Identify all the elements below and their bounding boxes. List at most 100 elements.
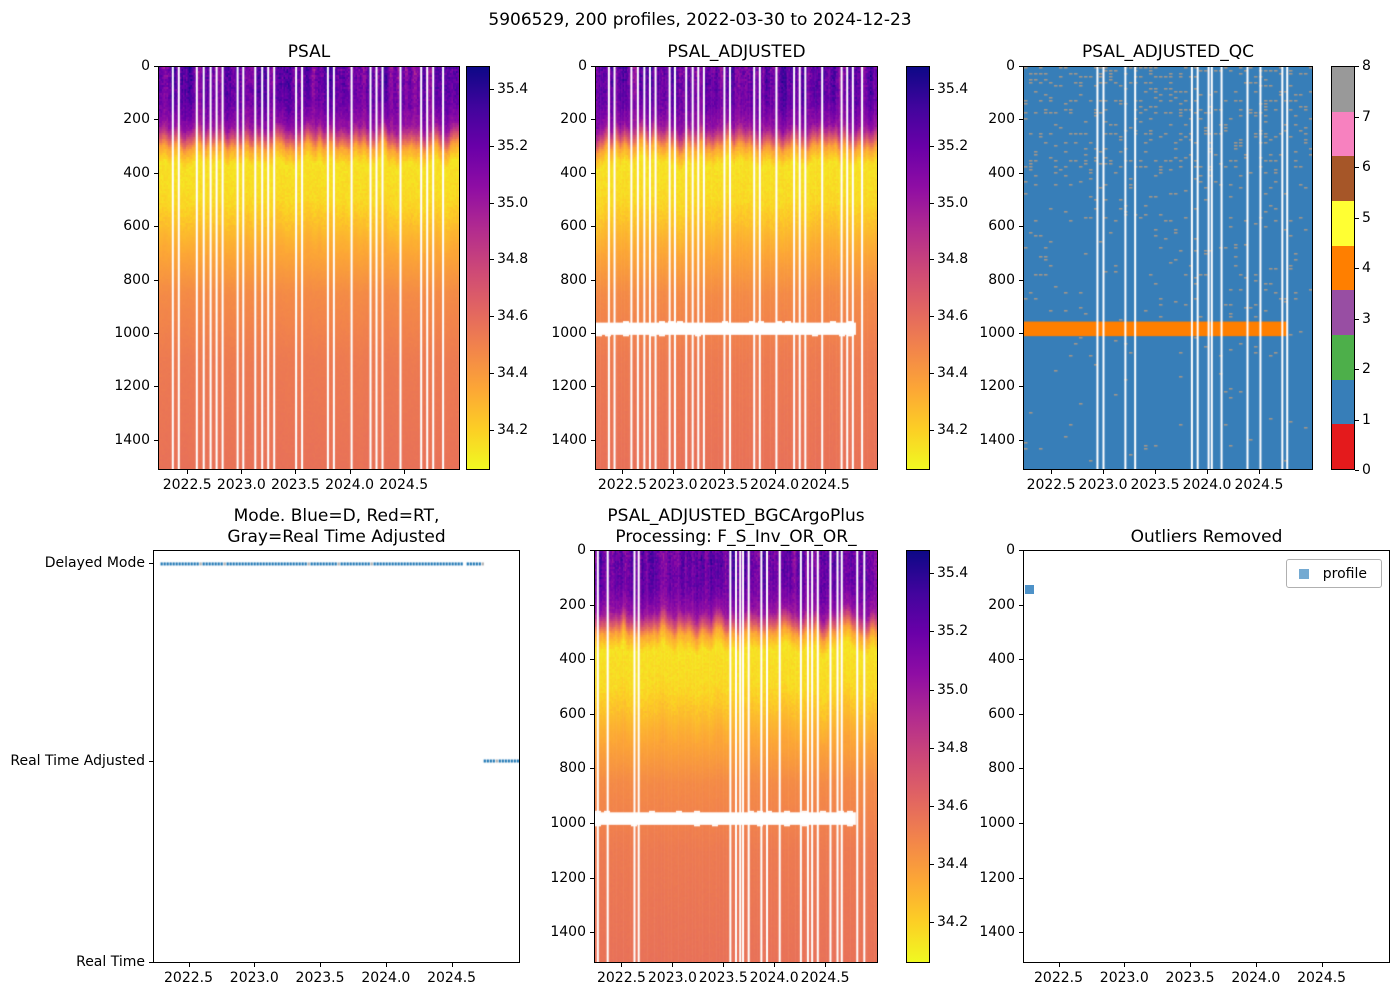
colorbar-tick-mark	[1355, 116, 1359, 118]
colorbar-tick-label: 34.8	[937, 739, 969, 756]
y-tick-label: 0	[1006, 542, 1015, 558]
y-tick-label: 400	[560, 164, 587, 181]
colorbar-tick-mark	[930, 430, 934, 432]
x-tick-mark	[187, 470, 189, 474]
y-tick-label: 0	[578, 58, 587, 74]
psal-heatmap-canvas	[159, 67, 459, 469]
x-tick-mark	[1103, 470, 1105, 474]
colorbar-tick-mark	[930, 631, 934, 633]
y-tick-label: 1400	[979, 431, 1015, 448]
y-tick-label: 400	[988, 651, 1015, 668]
legend: profile	[1285, 559, 1382, 588]
psal-adjusted-title: PSAL_ADJUSTED	[667, 42, 806, 62]
x-tick-mark	[825, 963, 827, 967]
colorbar-tick-label: 34.2	[937, 422, 969, 439]
y-tick-mark	[154, 172, 158, 174]
x-tick-label: 2023.0	[216, 477, 266, 493]
mode-tick-mark	[149, 563, 153, 564]
x-tick-mark	[774, 470, 776, 474]
x-tick-label: 2023.0	[1099, 970, 1149, 986]
x-tick-label: 2023.0	[1078, 477, 1128, 493]
psal-adjusted-colorbar	[906, 66, 930, 470]
colorbar-tick-mark	[930, 864, 934, 866]
colorbar-tick-label: 34.8	[937, 251, 969, 268]
y-tick-mark	[590, 713, 594, 715]
y-tick-label: 1200	[979, 378, 1015, 395]
x-tick-mark	[1255, 963, 1257, 967]
y-tick-mark	[154, 119, 158, 121]
outliers-title: Outliers Removed	[1130, 527, 1283, 547]
x-tick-label: 2024.5	[379, 477, 429, 493]
x-tick-label: 2023.5	[1130, 477, 1180, 493]
y-tick-mark	[154, 439, 158, 441]
x-tick-mark	[1190, 963, 1192, 967]
y-tick-label: 1000	[551, 325, 587, 342]
bgc-title: PSAL_ADJUSTED_BGCArgoPlus Processing: F_…	[594, 506, 878, 548]
x-tick-mark	[254, 963, 256, 967]
y-tick-mark	[1019, 713, 1023, 715]
x-tick-mark	[825, 470, 827, 474]
bgc-title-line2: Processing: F_S_Inv_OR_OR_	[615, 527, 857, 547]
mode-tick-mark	[149, 962, 153, 963]
x-tick-mark	[241, 470, 243, 474]
colorbar-tick-mark	[930, 259, 934, 261]
x-tick-label: 2023.5	[699, 477, 749, 493]
mode-category-label: Real Time	[76, 954, 145, 970]
y-tick-mark	[154, 226, 158, 228]
y-tick-label: 0	[577, 542, 586, 558]
colorbar-tick-label: 35.4	[497, 80, 529, 97]
y-tick-mark	[1019, 604, 1023, 606]
colorbar-tick-mark	[1355, 268, 1359, 269]
bgc-heatmap-canvas	[595, 551, 877, 962]
x-tick-mark	[673, 470, 675, 474]
colorbar-tick-label: 34.4	[497, 365, 529, 382]
qc-colorbar-segment	[1332, 201, 1354, 246]
x-tick-label: 2022.5	[164, 970, 214, 986]
y-tick-label: 1000	[114, 325, 150, 342]
y-tick-label: 200	[559, 596, 586, 613]
x-tick-mark	[1206, 470, 1208, 474]
qc-colorbar-segment	[1332, 245, 1354, 291]
y-tick-label: 800	[560, 271, 587, 288]
colorbar-tick-mark	[930, 145, 934, 147]
colorbar-tick-mark	[1355, 167, 1359, 168]
colorbar-tick-mark	[1355, 66, 1359, 67]
x-tick-mark	[188, 963, 190, 967]
x-tick-label: 2023.0	[647, 970, 697, 986]
x-tick-label: 2024.5	[427, 970, 477, 986]
y-tick-mark	[1019, 877, 1023, 879]
colorbar-tick-label: 6	[1362, 159, 1371, 175]
y-tick-label: 200	[988, 596, 1015, 613]
y-tick-label: 0	[1006, 58, 1015, 74]
y-tick-mark	[1019, 333, 1023, 335]
x-tick-mark	[1155, 470, 1156, 474]
colorbar-tick-label: 34.6	[937, 797, 969, 814]
colorbar-tick-mark	[490, 430, 494, 432]
x-tick-label: 2022.5	[162, 477, 212, 493]
colorbar-tick-label: 7	[1362, 108, 1371, 125]
qc-colorbar	[1331, 66, 1355, 470]
x-tick-mark	[295, 470, 297, 474]
y-tick-label: 1400	[114, 431, 150, 448]
mode-category-label: Real Time Adjusted	[10, 753, 145, 770]
y-tick-mark	[1019, 226, 1023, 228]
x-tick-label: 2024.0	[361, 970, 411, 986]
y-tick-label: 200	[988, 111, 1015, 128]
colorbar-tick-mark	[1355, 217, 1359, 219]
colorbar-tick-mark	[930, 922, 934, 924]
y-tick-label: 400	[123, 164, 150, 181]
y-tick-mark	[591, 439, 595, 441]
x-tick-label: 2024.0	[750, 477, 800, 493]
y-tick-label: 1400	[551, 431, 587, 448]
y-tick-label: 0	[141, 58, 150, 74]
x-tick-mark	[1058, 963, 1060, 967]
colorbar-tick-label: 35.4	[937, 80, 969, 97]
y-tick-label: 400	[988, 164, 1015, 181]
y-tick-mark	[590, 550, 594, 551]
mode-title-line2: Gray=Real Time Adjusted	[227, 527, 446, 547]
x-tick-label: 2024.0	[749, 970, 799, 986]
colorbar-tick-label: 3	[1362, 310, 1371, 327]
psal-plot-area	[158, 66, 460, 470]
mode-title-line1: Mode. Blue=D, Red=RT,	[233, 506, 440, 526]
y-tick-mark	[1019, 768, 1023, 770]
